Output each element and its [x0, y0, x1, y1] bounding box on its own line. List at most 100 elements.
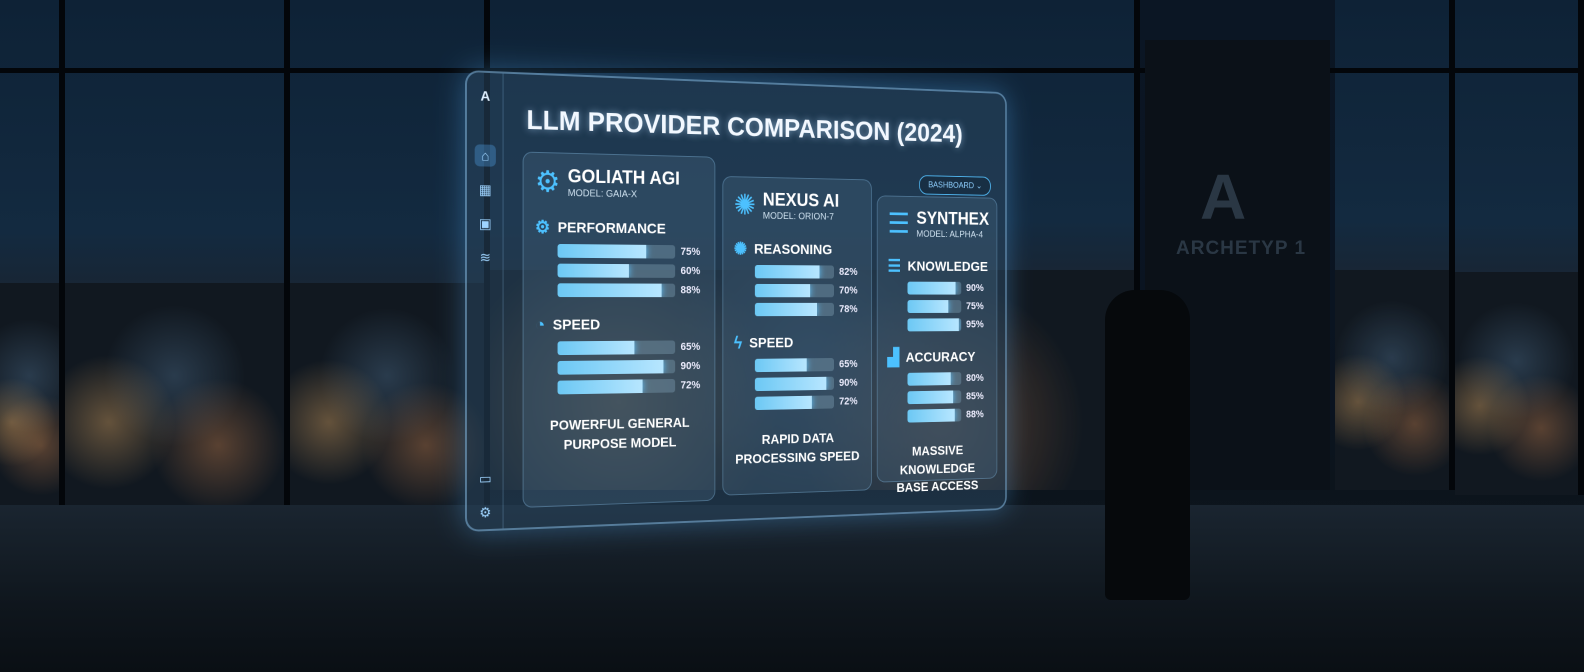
progress-bar: [907, 281, 962, 295]
progress-bar: [754, 264, 834, 279]
provider-card: ⚙ GOLIATH AGI MODEL: GAIA-X ⚙ PERFORMANCE 75%…: [522, 151, 716, 508]
progress-bar: [754, 357, 834, 373]
percent-value: 82%: [839, 266, 858, 278]
window-frame: [0, 68, 1584, 73]
progress-fill: [907, 300, 948, 313]
metric-section: ✺ REASONING: [734, 239, 861, 260]
gear-icon: ⚙: [534, 217, 551, 237]
progress-fill: [557, 243, 647, 259]
percent-value: 90%: [839, 377, 858, 389]
wall-logo: A: [1200, 161, 1247, 233]
progress-fill: [907, 318, 959, 332]
metric-label: KNOWLEDGE: [907, 258, 988, 275]
percent-value: 85%: [966, 390, 984, 403]
metric-bar-row: 72%: [754, 395, 861, 411]
percent-value: 80%: [966, 372, 984, 384]
metric-label: SPEED: [552, 316, 601, 334]
metric-bar-row: 75%: [557, 243, 704, 259]
progress-fill: [907, 372, 951, 386]
progress-bar: [754, 302, 834, 317]
percent-value: 65%: [680, 341, 701, 353]
database-icon: ☰: [887, 208, 910, 240]
metric-bar-row: 65%: [557, 340, 704, 356]
progress-fill: [557, 379, 643, 395]
brain-icon: ✺: [733, 189, 756, 222]
metric-section: ϟ SPEED: [734, 333, 861, 354]
metric-section: ▟ ACCURACY: [888, 347, 987, 367]
progress-fill: [754, 395, 813, 411]
database-icon: ☰: [887, 256, 901, 276]
gear-icon[interactable]: ⚙: [479, 504, 492, 521]
percent-value: 72%: [680, 379, 701, 392]
metric-bar-row: 75%: [907, 300, 986, 313]
metric-bar-row: 90%: [907, 281, 986, 295]
metric-bar-row: 80%: [907, 372, 986, 386]
app-logo: A: [480, 87, 491, 104]
progress-fill: [754, 376, 827, 392]
progress-bar: [557, 243, 676, 259]
progress-bar: [907, 318, 962, 332]
provider-name: SYNTHEX: [916, 209, 990, 230]
progress-fill: [754, 302, 817, 317]
metric-label: PERFORMANCE: [557, 219, 666, 238]
progress-fill: [754, 264, 820, 279]
metric-bar-row: 78%: [754, 302, 861, 317]
provider-name: NEXUS AI: [762, 190, 840, 212]
percent-value: 65%: [839, 358, 858, 371]
progress-bar: [907, 390, 962, 405]
provider-card: ☰ SYNTHEX MODEL: ALPHA-4 ☰ KNOWLEDGE 90% 75% 95…: [876, 195, 998, 495]
percent-value: 60%: [680, 265, 701, 278]
metric-bar-row: 85%: [907, 390, 986, 405]
metric-bar-row: 88%: [557, 283, 704, 298]
progress-fill: [557, 340, 635, 356]
metric-bar-row: 65%: [754, 357, 861, 373]
metric-label: REASONING: [754, 241, 833, 259]
metric-bar-row: 82%: [754, 264, 861, 279]
percent-value: 75%: [966, 301, 984, 312]
window: [0, 0, 65, 515]
sidebar: A ⌂ ▦ ▣ ≋ ▭ ⚙: [466, 72, 504, 530]
person-silhouette: [1105, 290, 1190, 600]
percent-value: 72%: [839, 395, 858, 408]
progress-fill: [754, 283, 811, 298]
percent-value: 70%: [839, 285, 858, 297]
progress-fill: [557, 283, 662, 298]
progress-bar: [754, 376, 834, 392]
progress-fill: [754, 358, 807, 373]
progress-bar: [557, 263, 676, 278]
chevron-down-icon: ⌄: [976, 181, 983, 191]
metric-label: ACCURACY: [905, 349, 976, 366]
provider-card: ✺ NEXUS AI MODEL: ORION-7 ✺ REASONING 82% 70% 7…: [722, 176, 872, 496]
database-icon[interactable]: ≋: [479, 249, 491, 266]
window: [1455, 0, 1584, 495]
lightning-icon: ϟ: [733, 333, 743, 353]
view-dropdown[interactable]: BASHBOARD ⌄: [919, 175, 991, 196]
metric-label: SPEED: [749, 334, 794, 352]
percent-value: 78%: [839, 303, 858, 316]
gear-icon: ⚙: [534, 165, 561, 199]
progress-bar: [907, 300, 962, 313]
chat-icon[interactable]: ▭: [478, 470, 492, 487]
calendar-icon[interactable]: ▣: [478, 215, 492, 232]
page-title: LLM PROVIDER COMPARISON (2024): [526, 104, 963, 148]
progress-fill: [907, 281, 956, 295]
percent-value: 90%: [680, 360, 701, 373]
home-icon[interactable]: ⌂: [474, 144, 496, 167]
dropdown-value: BASHBOARD: [928, 179, 975, 191]
metric-bar-row: 70%: [754, 283, 861, 298]
window: [290, 0, 490, 515]
percent-value: 75%: [680, 246, 701, 258]
percent-value: 88%: [680, 284, 701, 297]
bar-chart-icon: ▟: [887, 348, 900, 367]
model-name: MODEL: ORION-7: [762, 211, 834, 223]
metric-bar-row: 90%: [557, 359, 704, 375]
progress-fill: [557, 263, 629, 278]
progress-fill: [907, 408, 955, 423]
grid-icon[interactable]: ▦: [478, 181, 492, 198]
progress-bar: [754, 395, 834, 411]
floor: [0, 505, 1584, 672]
provider-summary: POWERFUL GENERAL PURPOSE MODEL: [549, 414, 690, 452]
percent-value: 90%: [966, 282, 984, 294]
provider-name: GOLIATH AGI: [567, 166, 680, 190]
percent-value: 88%: [966, 409, 984, 421]
